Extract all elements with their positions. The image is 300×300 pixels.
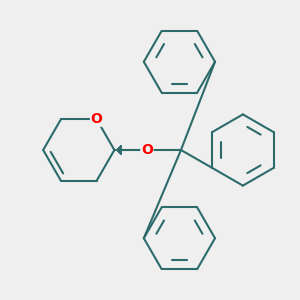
Text: O: O [91, 112, 103, 126]
Text: O: O [141, 143, 153, 157]
